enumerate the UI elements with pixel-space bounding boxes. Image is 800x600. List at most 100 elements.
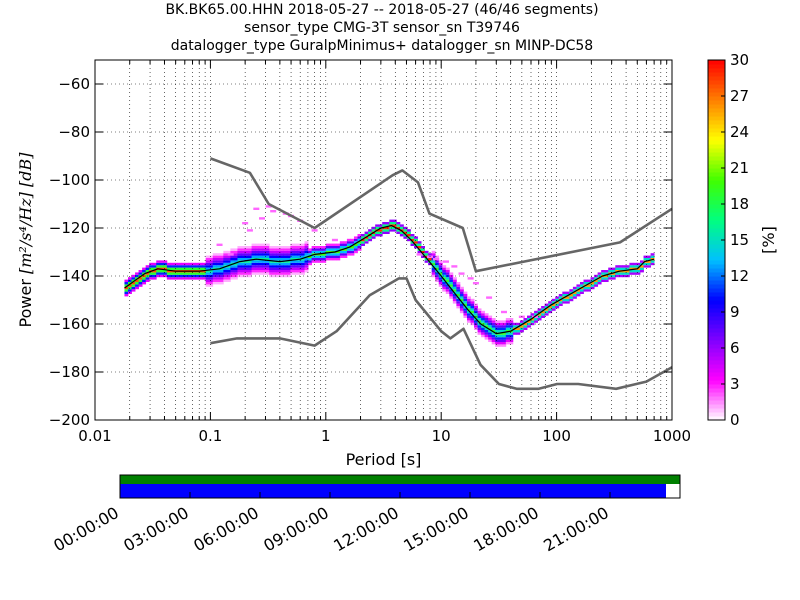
histogram-cell bbox=[392, 219, 397, 222]
histogram-outlier-cell bbox=[458, 272, 465, 275]
histogram-cell bbox=[255, 265, 260, 268]
histogram-cell bbox=[502, 334, 507, 338]
colorbar-segment bbox=[708, 404, 725, 409]
colorbar-segment bbox=[708, 132, 725, 137]
colorbar-segment bbox=[708, 220, 725, 225]
histogram-cell bbox=[244, 274, 249, 278]
histogram-cell bbox=[276, 274, 281, 278]
colorbar-segment bbox=[708, 104, 725, 109]
histogram-cell bbox=[209, 265, 214, 268]
histogram-cell bbox=[124, 282, 129, 285]
histogram-cell bbox=[156, 270, 161, 273]
histogram-cell bbox=[498, 322, 503, 326]
histogram-cell bbox=[219, 260, 224, 263]
histogram-cell bbox=[290, 246, 295, 249]
histogram-cell bbox=[541, 310, 546, 314]
histogram-cell bbox=[597, 282, 602, 285]
histogram-cell bbox=[431, 250, 436, 254]
histogram-cell bbox=[276, 262, 281, 266]
histogram-cell bbox=[276, 270, 281, 273]
histogram-cell bbox=[223, 274, 228, 278]
histogram-cell bbox=[166, 262, 171, 266]
histogram-cell bbox=[290, 262, 295, 266]
histogram-cell bbox=[318, 248, 323, 251]
histogram-cell bbox=[265, 248, 270, 251]
histogram-cell bbox=[142, 270, 147, 273]
histogram-cell bbox=[491, 332, 496, 335]
histogram-cell bbox=[286, 246, 291, 249]
histogram-cell bbox=[286, 250, 291, 254]
histogram-cell bbox=[466, 308, 471, 311]
histogram-cell bbox=[438, 277, 443, 280]
histogram-cell bbox=[622, 274, 627, 278]
histogram-cell bbox=[491, 320, 496, 323]
histogram-cell bbox=[452, 301, 457, 304]
histogram-cell bbox=[498, 339, 503, 342]
histogram-cell bbox=[191, 265, 196, 268]
histogram-cell bbox=[286, 267, 291, 270]
histogram-cell bbox=[594, 279, 599, 282]
histogram-cell bbox=[276, 255, 281, 258]
time-tick-label: 15:00:00 bbox=[400, 503, 472, 555]
histogram-cell bbox=[421, 248, 425, 251]
histogram-cell bbox=[516, 327, 521, 330]
histogram-cell bbox=[481, 318, 486, 321]
histogram-cell bbox=[382, 222, 387, 225]
histogram-cell bbox=[138, 270, 143, 273]
histogram-cell bbox=[622, 265, 627, 268]
nhnm-curve bbox=[209, 157, 673, 273]
histogram-cell bbox=[226, 258, 231, 261]
histogram-cell bbox=[604, 274, 609, 278]
histogram-cell bbox=[237, 255, 242, 258]
histogram-cell bbox=[548, 310, 553, 314]
histogram-cell bbox=[435, 272, 440, 275]
histogram-cell bbox=[279, 253, 284, 256]
histogram-cell bbox=[286, 270, 291, 273]
histogram-cell bbox=[470, 303, 475, 306]
histogram-cell bbox=[456, 303, 461, 306]
colorbar-segment bbox=[708, 136, 725, 141]
histogram-cell bbox=[371, 229, 376, 232]
histogram-cell bbox=[233, 270, 238, 273]
histogram-cell bbox=[385, 224, 390, 227]
histogram-cell bbox=[569, 294, 574, 297]
histogram-cell bbox=[463, 291, 468, 294]
histogram-cell bbox=[361, 238, 365, 242]
histogram-cell bbox=[505, 325, 510, 328]
histogram-cell bbox=[248, 250, 252, 254]
histogram-cell bbox=[544, 303, 549, 306]
histogram-cell bbox=[212, 277, 217, 280]
histogram-cell bbox=[212, 260, 217, 263]
histogram-cell bbox=[357, 238, 362, 242]
histogram-cell bbox=[449, 279, 454, 282]
histogram-cell bbox=[184, 265, 189, 268]
histogram-cell bbox=[262, 260, 267, 263]
histogram-cell bbox=[237, 248, 242, 251]
histogram-cell bbox=[459, 310, 464, 314]
histogram-cell bbox=[445, 289, 450, 292]
histogram-cell bbox=[456, 282, 461, 285]
histogram-cell bbox=[343, 255, 348, 258]
histogram-cell bbox=[569, 289, 574, 292]
histogram-cell bbox=[456, 294, 461, 297]
histogram-cell bbox=[417, 246, 422, 249]
histogram-cell bbox=[304, 260, 309, 263]
histogram-cell bbox=[318, 246, 323, 249]
histogram-cell bbox=[608, 277, 613, 280]
colorbar-segment bbox=[708, 72, 725, 77]
time-tick-label: 09:00:00 bbox=[260, 503, 332, 555]
histogram-cell bbox=[505, 337, 510, 340]
histogram-cell bbox=[240, 270, 245, 273]
histogram-cell bbox=[477, 330, 482, 333]
colorbar-segment bbox=[708, 380, 725, 385]
histogram-cell bbox=[251, 255, 256, 258]
histogram-cell bbox=[265, 255, 270, 258]
histogram-cell bbox=[537, 310, 542, 314]
histogram-cell bbox=[255, 255, 260, 258]
histogram-cell bbox=[255, 262, 260, 266]
time-tick-label: 06:00:00 bbox=[190, 503, 262, 555]
histogram-cell bbox=[509, 327, 514, 330]
colorbar-segment bbox=[708, 184, 725, 189]
y-tick-label: −160 bbox=[49, 315, 90, 333]
histogram-cell bbox=[491, 318, 496, 321]
